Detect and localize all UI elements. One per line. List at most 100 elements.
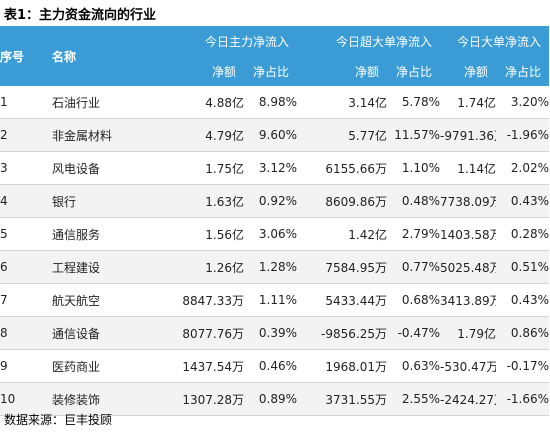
cell-xl-net: 5.77亿 bbox=[297, 118, 388, 152]
header-index: 序号 bbox=[0, 26, 52, 86]
cell-main-ratio: 3.12% bbox=[244, 151, 298, 185]
data-source-note: 数据来源：巨丰投顾 bbox=[4, 413, 113, 427]
cell-l-ratio: 0.51% bbox=[496, 250, 550, 284]
header-l-ratio: 净占比 bbox=[496, 56, 550, 86]
cell-index: 6 bbox=[0, 250, 52, 284]
table-title: 表1：主力资金流向的行业 bbox=[4, 8, 157, 23]
cell-main-net: 1437.54万 bbox=[167, 349, 244, 383]
cell-l-net: 5025.48万 bbox=[440, 250, 497, 284]
cell-xl-ratio: 2.79% bbox=[387, 217, 441, 251]
header-name: 名称 bbox=[52, 26, 167, 86]
cell-xl-net: 7584.95万 bbox=[297, 250, 388, 284]
cell-industry-name: 银行 bbox=[52, 184, 167, 218]
cell-index: 7 bbox=[0, 283, 52, 317]
header-main-net: 净额 bbox=[167, 56, 244, 86]
cell-index: 2 bbox=[0, 118, 52, 152]
cell-l-ratio: 0.28% bbox=[496, 217, 550, 251]
table-row: 7 航天航空 8847.33万 1.11% 5433.44万 0.68% 3413.89万 0… bbox=[0, 283, 550, 317]
table-row: 1 石油行业 4.88亿 8.98% 3.14亿 5.78% 1.74亿 3.20% bbox=[0, 86, 550, 119]
cell-industry-name: 风电设备 bbox=[52, 151, 167, 185]
cell-main-net: 1307.28万 bbox=[167, 382, 244, 416]
cell-xl-ratio: 5.78% bbox=[387, 86, 441, 119]
cell-index: 3 bbox=[0, 151, 52, 185]
cell-main-net: 4.88亿 bbox=[167, 86, 244, 119]
cell-industry-name: 通信服务 bbox=[52, 217, 167, 251]
cell-xl-ratio: 0.48% bbox=[387, 184, 441, 218]
cell-xl-net: 8609.86万 bbox=[297, 184, 388, 218]
fund-flow-table: 序号 名称 今日主力净流入 今日超大单净流入 今日大单净流入 净额 净占比 净额… bbox=[0, 26, 550, 416]
cell-main-ratio: 1.11% bbox=[244, 283, 298, 317]
cell-xl-net: 6155.66万 bbox=[297, 151, 388, 185]
header-row-columns: 净额 净占比 净额 净占比 净额 净占比 bbox=[0, 56, 550, 86]
table-row: 9 医药商业 1437.54万 0.46% 1968.01万 0.63% -530.47万 -… bbox=[0, 349, 550, 383]
cell-index: 8 bbox=[0, 316, 52, 350]
cell-xl-ratio: -0.47% bbox=[387, 316, 441, 350]
header-l-net: 净额 bbox=[440, 56, 497, 86]
cell-main-net: 1.26亿 bbox=[167, 250, 244, 284]
cell-l-net: 1.79亿 bbox=[440, 316, 497, 350]
cell-main-ratio: 0.92% bbox=[244, 184, 298, 218]
table-row: 4 银行 1.63亿 0.92% 8609.86万 0.48% 7738.09万 0.43% bbox=[0, 184, 550, 218]
cell-industry-name: 装修装饰 bbox=[52, 382, 167, 416]
header-row-groups: 序号 名称 今日主力净流入 今日超大单净流入 今日大单净流入 bbox=[0, 26, 550, 86]
header-main-ratio: 净占比 bbox=[244, 56, 298, 86]
cell-main-net: 4.79亿 bbox=[167, 118, 244, 152]
table-row: 10 装修装饰 1307.28万 0.89% 3731.55万 2.55% -2424.27… bbox=[0, 382, 550, 416]
cell-main-net: 8847.33万 bbox=[167, 283, 244, 317]
cell-l-net: -2424.27万 bbox=[440, 382, 497, 416]
cell-main-net: 8077.76万 bbox=[167, 316, 244, 350]
table-row: 8 通信设备 8077.76万 0.39% -9856.25万 -0.47% 1.79亿 0.… bbox=[0, 316, 550, 350]
cell-index: 10 bbox=[0, 382, 52, 416]
table-row: 3 风电设备 1.75亿 3.12% 6155.66万 1.10% 1.14亿 2.02% bbox=[0, 151, 550, 185]
cell-main-ratio: 0.46% bbox=[244, 349, 298, 383]
cell-l-ratio: 2.02% bbox=[496, 151, 550, 185]
cell-main-net: 1.56亿 bbox=[167, 217, 244, 251]
cell-l-ratio: 3.20% bbox=[496, 86, 550, 119]
cell-l-net: 1.14亿 bbox=[440, 151, 497, 185]
header-group-large: 今日大单净流入 bbox=[440, 26, 550, 56]
cell-industry-name: 航天航空 bbox=[52, 283, 167, 317]
cell-xl-ratio: 0.68% bbox=[387, 283, 441, 317]
cell-main-ratio: 0.39% bbox=[244, 316, 298, 350]
cell-main-net: 1.75亿 bbox=[167, 151, 244, 185]
cell-xl-ratio: 0.77% bbox=[387, 250, 441, 284]
table-row: 6 工程建设 1.26亿 1.28% 7584.95万 0.77% 5025.48万 0.51… bbox=[0, 250, 550, 284]
cell-l-ratio: 0.86% bbox=[496, 316, 550, 350]
table-row: 2非金属材料4.79亿9.60%5.77亿11.57%-9791.36万-1.9… bbox=[0, 118, 550, 152]
cell-l-net: -530.47万 bbox=[440, 349, 497, 383]
cell-xl-net: 3.14亿 bbox=[297, 86, 388, 119]
cell-industry-name: 医药商业 bbox=[52, 349, 167, 383]
cell-main-ratio: 9.60% bbox=[244, 118, 298, 152]
cell-industry-name: 非金属材料 bbox=[52, 118, 167, 152]
cell-xl-net: 5433.44万 bbox=[297, 283, 388, 317]
cell-xl-net: -9856.25万 bbox=[297, 316, 388, 350]
cell-l-net: -9791.36万 bbox=[440, 118, 497, 152]
cell-index: 4 bbox=[0, 184, 52, 218]
cell-xl-net: 1968.01万 bbox=[297, 349, 388, 383]
cell-main-ratio: 3.06% bbox=[244, 217, 298, 251]
cell-l-ratio: 0.43% bbox=[496, 283, 550, 317]
cell-l-ratio: -1.66% bbox=[496, 382, 550, 416]
cell-industry-name: 通信设备 bbox=[52, 316, 167, 350]
cell-industry-name: 工程建设 bbox=[52, 250, 167, 284]
cell-industry-name: 石油行业 bbox=[52, 86, 167, 119]
cell-l-ratio: 0.43% bbox=[496, 184, 550, 218]
cell-index: 9 bbox=[0, 349, 52, 383]
cell-index: 5 bbox=[0, 217, 52, 251]
cell-xl-net: 3731.55万 bbox=[297, 382, 388, 416]
cell-xl-ratio: 0.63% bbox=[387, 349, 441, 383]
header-xl-ratio: 净占比 bbox=[387, 56, 441, 86]
header-group-main: 今日主力净流入 bbox=[167, 26, 298, 56]
cell-index: 1 bbox=[0, 86, 52, 119]
cell-l-net: 1403.58万 bbox=[440, 217, 497, 251]
cell-l-net: 1.74亿 bbox=[440, 86, 497, 119]
cell-xl-ratio: 2.55% bbox=[387, 382, 441, 416]
table-row: 5 通信服务 1.56亿 3.06% 1.42亿 2.79% 1403.58万 0.28% bbox=[0, 217, 550, 251]
cell-l-ratio: -0.17% bbox=[496, 349, 550, 383]
cell-l-net: 3413.89万 bbox=[440, 283, 497, 317]
header-xl-net: 净额 bbox=[297, 56, 388, 86]
cell-main-ratio: 0.89% bbox=[244, 382, 298, 416]
cell-main-net: 1.63亿 bbox=[167, 184, 244, 218]
cell-xl-ratio: 11.57% bbox=[387, 118, 441, 152]
